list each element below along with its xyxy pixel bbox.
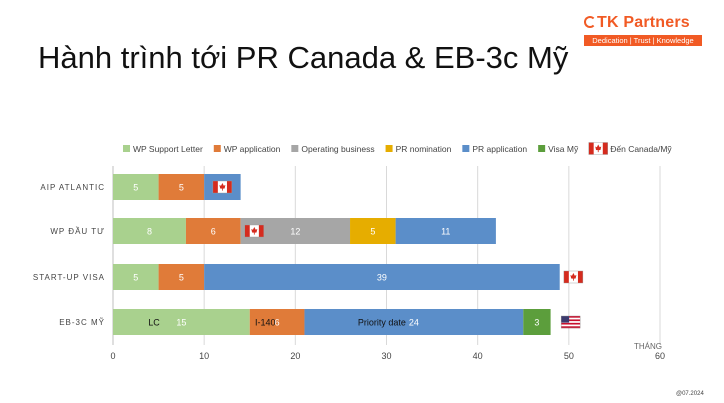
legend-label: Đến Canada/Mỹ — [610, 144, 672, 154]
bar-segment — [113, 309, 250, 335]
maple-leaf — [570, 273, 577, 281]
flag-border — [212, 180, 233, 194]
slide-title: Hành trình tới PR Canada & EB-3c Mỹ — [38, 40, 569, 75]
bar-annotation: I-140 — [255, 318, 276, 328]
bar-segment — [113, 218, 186, 244]
legend-label: PR nomination — [396, 144, 452, 154]
x-tick-label: 40 — [473, 351, 483, 361]
maple-leaf — [595, 144, 602, 153]
canada-flag — [563, 270, 584, 284]
bar-value-label: 24 — [409, 318, 419, 328]
legend-label: Visa Mỹ — [548, 144, 579, 154]
bar-annotation: Priority date — [358, 318, 406, 328]
legend-flag-canada-icon — [588, 142, 608, 155]
x-tick-label: 10 — [199, 351, 209, 361]
company-logo: TK Partners Dedication | Trust | Knowled… — [584, 14, 704, 46]
bar-segment — [249, 309, 305, 335]
bar-value-label: 3 — [534, 318, 539, 328]
legend-swatch — [385, 145, 393, 152]
flag-band-right — [226, 181, 232, 193]
bar-segment — [158, 174, 205, 200]
bar-value-label: 12 — [290, 227, 300, 237]
category-label: START-UP VISA — [33, 273, 105, 282]
bar-value-label: 8 — [147, 227, 152, 237]
x-tick-label: 50 — [564, 351, 574, 361]
flag-band-left — [212, 181, 218, 193]
logo-name: TK Partners — [584, 14, 690, 32]
bar-value-label: 5 — [179, 183, 184, 193]
flag-band-right — [602, 142, 608, 155]
flag-band-left — [244, 225, 250, 237]
bar-segment — [113, 264, 159, 290]
bar-value-label: 15 — [176, 318, 186, 328]
logo-tagline: Dedication | Trust | Knowledge — [584, 35, 702, 46]
logo-d-icon — [584, 16, 596, 28]
legend-swatch — [213, 145, 221, 152]
maple-leaf — [251, 227, 258, 235]
legend-label: WP application — [224, 144, 281, 154]
flag-border — [244, 224, 265, 238]
category-label: AIP ATLANTIC — [40, 183, 105, 192]
bar-segment — [395, 218, 496, 244]
flag-band-right — [577, 271, 583, 283]
flag-border — [588, 142, 608, 155]
canada-flag — [212, 180, 233, 194]
legend-swatch — [123, 145, 130, 152]
footer-date: @07.2024 — [676, 391, 704, 397]
legend-swatch — [291, 145, 299, 152]
bar-annotation: LC — [148, 318, 160, 328]
usa-flag — [560, 315, 581, 329]
flag-stripe — [561, 326, 581, 329]
flag-stripe — [561, 316, 581, 318]
bar-value-label: 5 — [370, 227, 375, 237]
flag-border — [563, 270, 584, 284]
x-tick-label: 0 — [110, 351, 115, 361]
flag-band-right — [258, 225, 264, 237]
legend-label: WP Support Letter — [133, 144, 203, 154]
x-axis-label: THÁNG — [634, 342, 662, 351]
flag-border — [560, 315, 581, 329]
legend-label: PR application — [472, 144, 527, 154]
bar-value-label: 5 — [133, 183, 138, 193]
bar-value-label: 5 — [133, 273, 138, 283]
bar-segment — [185, 218, 241, 244]
bar-segment — [204, 264, 560, 290]
x-tick-label: 20 — [290, 351, 300, 361]
canada-flag — [244, 224, 265, 238]
flag-stripe — [561, 322, 581, 325]
flag-stripe — [561, 319, 581, 322]
bar-value-label: 39 — [377, 273, 387, 283]
maple-leaf — [219, 183, 226, 191]
bar-segment — [350, 218, 396, 244]
bar-segment — [113, 174, 159, 200]
category-label: EB-3C MỸ — [59, 318, 105, 327]
category-label: WP ĐẦU TƯ — [50, 226, 105, 236]
bar-segment — [158, 264, 205, 290]
flag-band-left — [588, 142, 594, 155]
flag-canton — [561, 316, 570, 323]
bar-segment — [304, 309, 524, 335]
bar-value-label: 6 — [211, 227, 216, 237]
legend-label: Operating business — [301, 144, 374, 154]
bar-segment — [523, 309, 551, 335]
x-tick-label: 60 — [655, 351, 665, 361]
flag-stripe — [561, 321, 581, 324]
bar-value-label: 6 — [275, 318, 280, 328]
flag-stripe — [561, 324, 581, 327]
logo-name-text: TK Partners — [597, 14, 690, 31]
flag-stripe — [561, 317, 581, 320]
x-tick-label: 30 — [381, 351, 391, 361]
legend-swatch — [462, 145, 470, 152]
legend-swatch — [538, 145, 546, 152]
flag-band-left — [563, 271, 569, 283]
bar-value-label: 5 — [179, 273, 184, 283]
bar-value-label: 11 — [441, 227, 450, 237]
